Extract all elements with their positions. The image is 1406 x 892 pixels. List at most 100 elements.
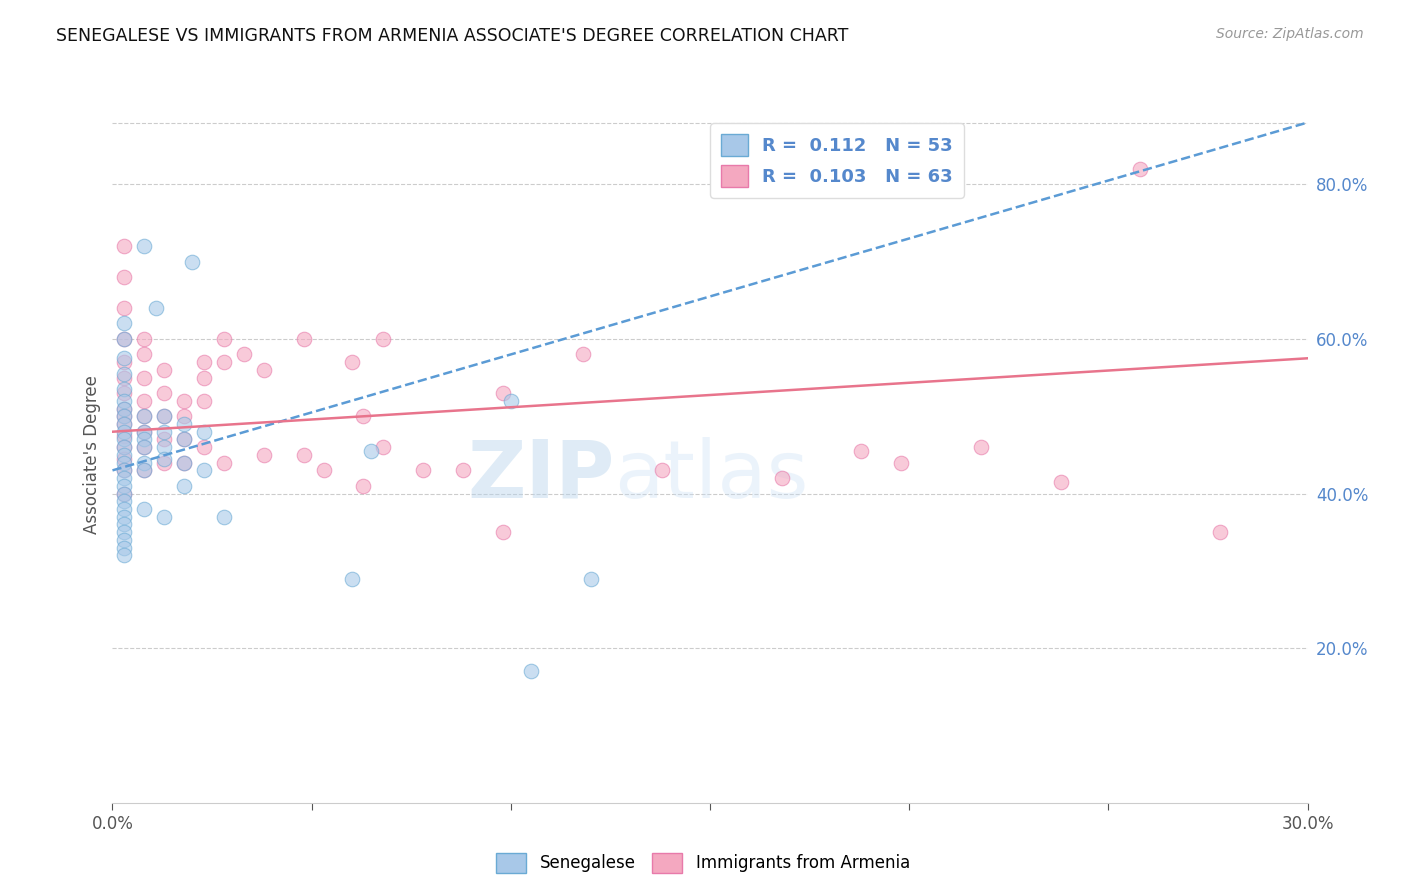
Point <box>292 448 315 462</box>
Point <box>153 409 176 424</box>
Point <box>193 355 215 369</box>
Point <box>373 440 395 454</box>
Point <box>114 409 135 424</box>
Point <box>492 525 515 540</box>
Point <box>499 393 522 408</box>
Point <box>212 355 235 369</box>
Point <box>114 541 135 555</box>
Point <box>114 382 135 396</box>
Point <box>153 386 176 401</box>
Point <box>1129 161 1152 176</box>
Point <box>134 239 156 253</box>
Point <box>253 448 276 462</box>
Point <box>114 486 135 500</box>
Point <box>134 463 156 477</box>
Point <box>292 332 315 346</box>
Point <box>193 370 215 384</box>
Point <box>134 370 156 384</box>
Point <box>114 533 135 547</box>
Point <box>451 463 474 477</box>
Text: atlas: atlas <box>614 437 808 515</box>
Point <box>114 417 135 431</box>
Point <box>1209 525 1232 540</box>
Point <box>114 386 135 401</box>
Point <box>360 444 382 458</box>
Point <box>173 456 195 470</box>
Point <box>134 433 156 447</box>
Point <box>153 425 176 439</box>
Point <box>134 347 156 361</box>
Point <box>212 332 235 346</box>
Point <box>153 433 176 447</box>
Point <box>114 471 135 485</box>
Point <box>114 433 135 447</box>
Point <box>114 486 135 500</box>
Text: Source: ZipAtlas.com: Source: ZipAtlas.com <box>1216 27 1364 41</box>
Point <box>770 471 793 485</box>
Point <box>253 363 276 377</box>
Point <box>970 440 993 454</box>
Point <box>114 440 135 454</box>
Point <box>153 363 176 377</box>
Point <box>114 409 135 424</box>
Point <box>134 409 156 424</box>
Point <box>352 409 374 424</box>
Point <box>520 665 543 679</box>
Point <box>340 572 363 586</box>
Y-axis label: Associate's Degree: Associate's Degree <box>83 376 101 534</box>
Point <box>134 425 156 439</box>
Point <box>173 409 195 424</box>
Point <box>1049 475 1071 489</box>
Point <box>134 425 156 439</box>
Point <box>153 456 176 470</box>
Point <box>114 549 135 563</box>
Point <box>114 367 135 381</box>
Point <box>114 401 135 416</box>
Point <box>233 347 256 361</box>
Point <box>212 509 235 524</box>
Point <box>340 355 363 369</box>
Point <box>114 428 135 442</box>
Point <box>114 239 135 253</box>
Point <box>153 451 176 466</box>
Point <box>114 393 135 408</box>
Point <box>173 417 195 431</box>
Point <box>114 517 135 532</box>
Point <box>173 456 195 470</box>
Point <box>352 479 374 493</box>
Point <box>134 440 156 454</box>
Point <box>114 317 135 331</box>
Point <box>134 409 156 424</box>
Point <box>114 332 135 346</box>
Point <box>153 409 176 424</box>
Text: ZIP: ZIP <box>467 437 614 515</box>
Point <box>114 525 135 540</box>
Point <box>193 463 215 477</box>
Point <box>851 444 873 458</box>
Point <box>114 351 135 366</box>
Point <box>134 440 156 454</box>
Point <box>134 456 156 470</box>
Point <box>193 440 215 454</box>
Point <box>134 502 156 516</box>
Point <box>134 463 156 477</box>
Point <box>651 463 673 477</box>
Point <box>114 463 135 477</box>
Legend: Senegalese, Immigrants from Armenia: Senegalese, Immigrants from Armenia <box>489 847 917 880</box>
Point <box>173 479 195 493</box>
Point <box>114 463 135 477</box>
Point <box>114 370 135 384</box>
Point <box>114 355 135 369</box>
Point <box>412 463 434 477</box>
Point <box>114 494 135 508</box>
Point <box>153 440 176 454</box>
Point <box>193 393 215 408</box>
Point <box>114 448 135 462</box>
Point <box>134 393 156 408</box>
Point <box>212 456 235 470</box>
Point <box>114 332 135 346</box>
Point <box>114 456 135 470</box>
Point <box>571 347 593 361</box>
Point <box>114 417 135 431</box>
Point <box>193 425 215 439</box>
